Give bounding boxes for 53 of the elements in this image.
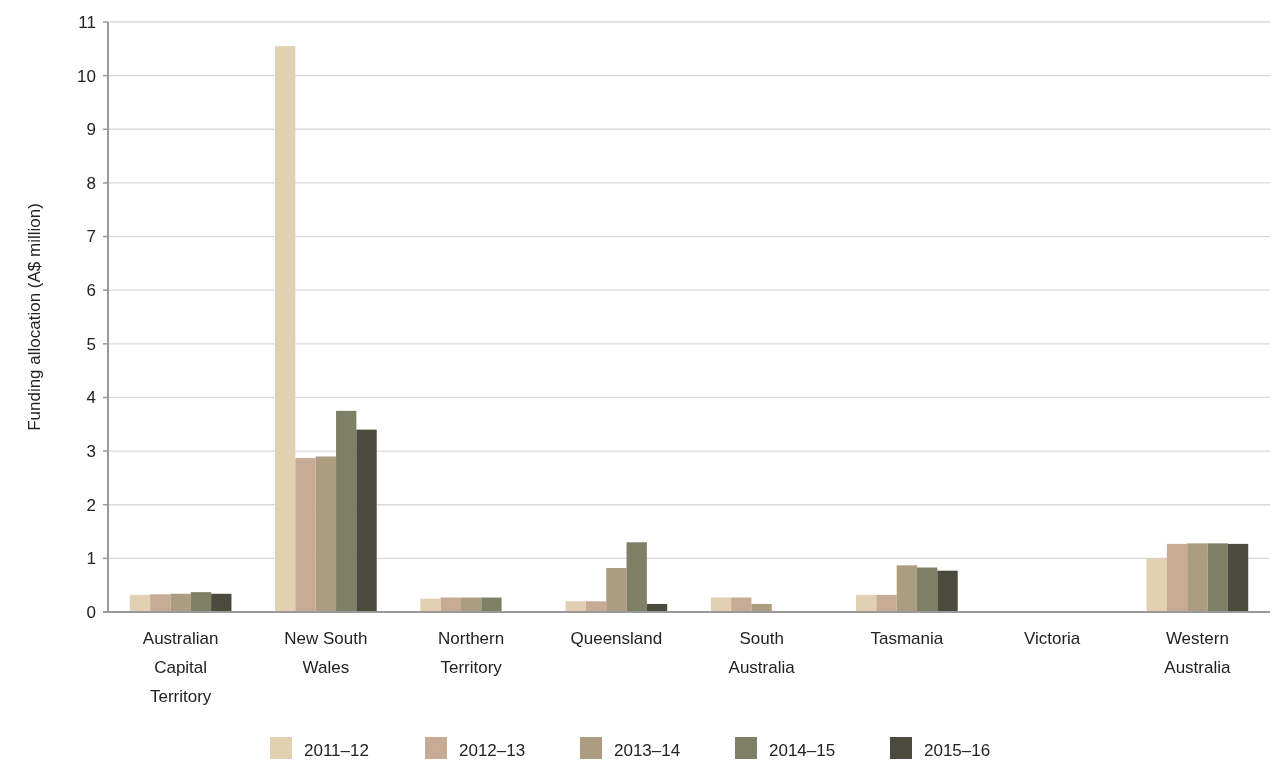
- bar: [211, 593, 232, 612]
- bar: [606, 568, 627, 612]
- bar: [876, 594, 897, 612]
- bar: [150, 594, 171, 612]
- bar: [481, 597, 502, 612]
- y-tick-label: 9: [86, 120, 96, 140]
- legend-label: 2014–15: [769, 740, 836, 760]
- y-tick-label: 4: [86, 388, 96, 408]
- bar: [751, 603, 772, 612]
- y-tick-label: 0: [86, 602, 96, 622]
- x-tick-label: New South Wales: [284, 629, 368, 677]
- bar: [356, 429, 377, 612]
- y-tick-label: 3: [86, 442, 96, 462]
- x-tick-label: Queensland: [570, 629, 663, 648]
- x-tick-label: Tasmania: [870, 629, 944, 648]
- bar: [275, 46, 296, 612]
- y-tick-label: 2: [86, 495, 96, 515]
- bar: [315, 456, 337, 612]
- bar: [917, 567, 938, 612]
- bar: [626, 542, 647, 612]
- bar: [896, 565, 918, 612]
- bar: [937, 570, 958, 612]
- y-tick-label: 10: [77, 66, 96, 86]
- y-axis-title: Funding allocation (A$ million): [25, 203, 44, 431]
- bar: [295, 458, 316, 612]
- y-tick-label: 11: [78, 12, 96, 32]
- bar: [336, 410, 357, 612]
- bar: [1227, 543, 1249, 612]
- x-tick-label: Western Australia: [1164, 629, 1231, 677]
- y-tick-label: 1: [86, 549, 96, 569]
- bar: [129, 594, 151, 612]
- bar: [585, 601, 607, 612]
- bar: [420, 598, 441, 612]
- x-tick-label: Australian Capital Territory: [142, 629, 219, 706]
- y-tick-label: 6: [86, 281, 96, 301]
- bar: [1146, 558, 1167, 612]
- bar: [565, 601, 586, 612]
- bar: [1187, 543, 1208, 612]
- y-tick-label: 8: [86, 173, 96, 193]
- x-tick-label: Victoria: [1023, 629, 1081, 648]
- bar: [1166, 543, 1188, 612]
- bar: [1207, 543, 1228, 612]
- x-tick-label: South Australia: [728, 629, 796, 677]
- bar: [190, 592, 212, 612]
- legend-label: 2012–13: [459, 740, 526, 760]
- y-tick-label: 5: [86, 334, 96, 354]
- bar: [856, 594, 877, 612]
- legend-label: 2011–12: [304, 740, 369, 760]
- x-tick-label: Northern Territory: [438, 629, 505, 677]
- y-tick-label: 7: [86, 227, 96, 247]
- bar: [170, 593, 191, 612]
- legend-label: 2015–16: [924, 740, 991, 760]
- legend-label: 2013–14: [614, 740, 681, 760]
